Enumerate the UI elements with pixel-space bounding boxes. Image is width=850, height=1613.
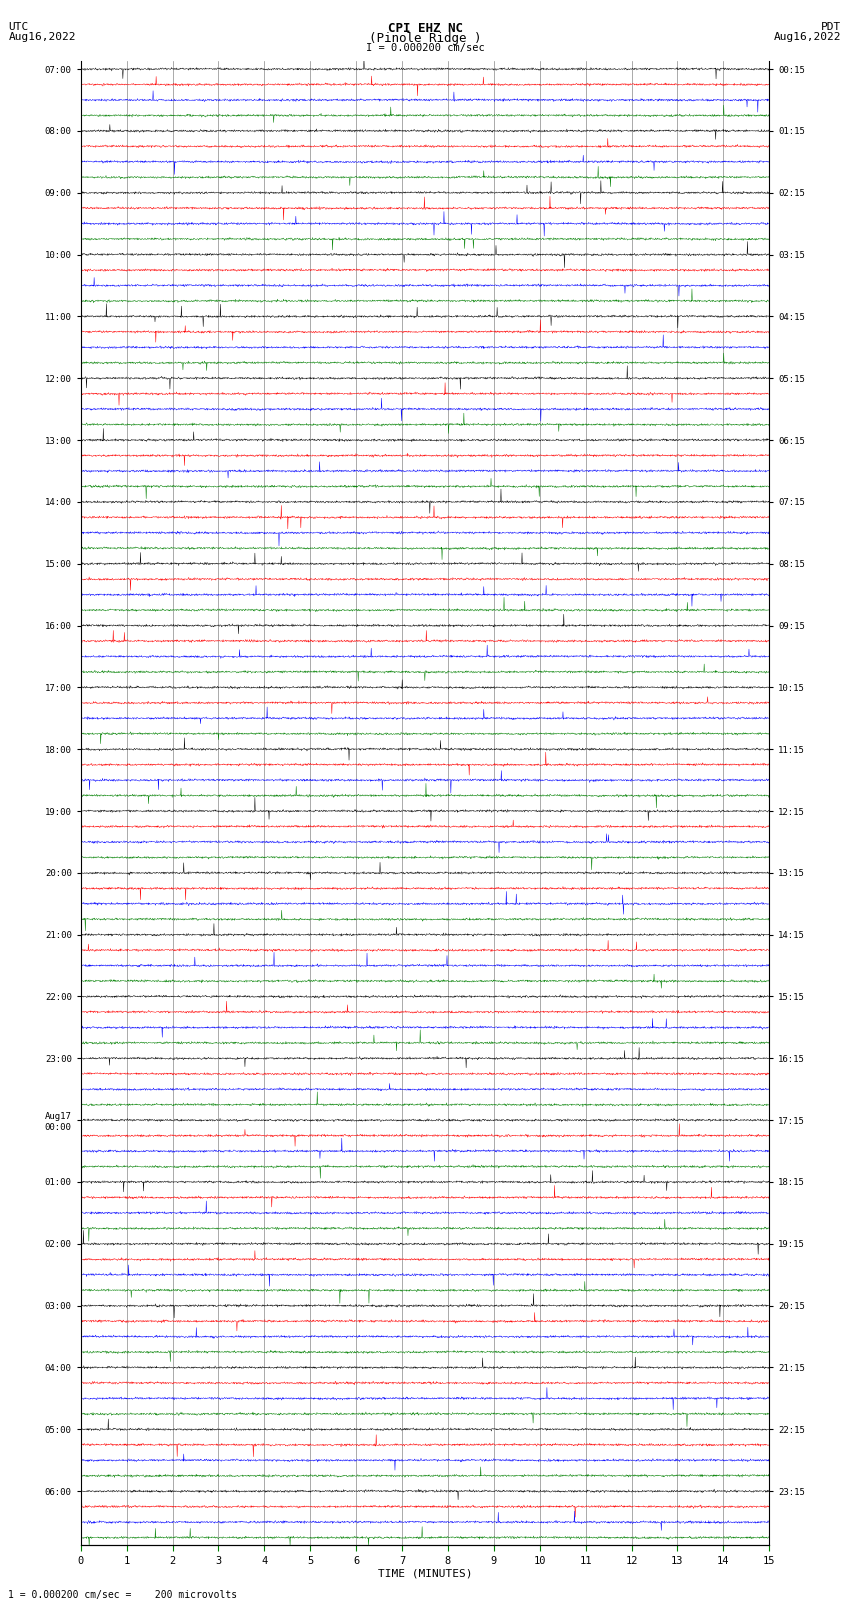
Text: UTC: UTC xyxy=(8,23,29,32)
Text: Aug16,2022: Aug16,2022 xyxy=(774,32,842,42)
Text: Aug16,2022: Aug16,2022 xyxy=(8,32,76,42)
Text: (Pinole Ridge ): (Pinole Ridge ) xyxy=(369,32,481,45)
Text: I = 0.000200 cm/sec: I = 0.000200 cm/sec xyxy=(366,44,484,53)
Text: 1 = 0.000200 cm/sec =    200 microvolts: 1 = 0.000200 cm/sec = 200 microvolts xyxy=(8,1590,238,1600)
Text: CPI EHZ NC: CPI EHZ NC xyxy=(388,23,462,35)
Text: PDT: PDT xyxy=(821,23,842,32)
X-axis label: TIME (MINUTES): TIME (MINUTES) xyxy=(377,1568,473,1579)
